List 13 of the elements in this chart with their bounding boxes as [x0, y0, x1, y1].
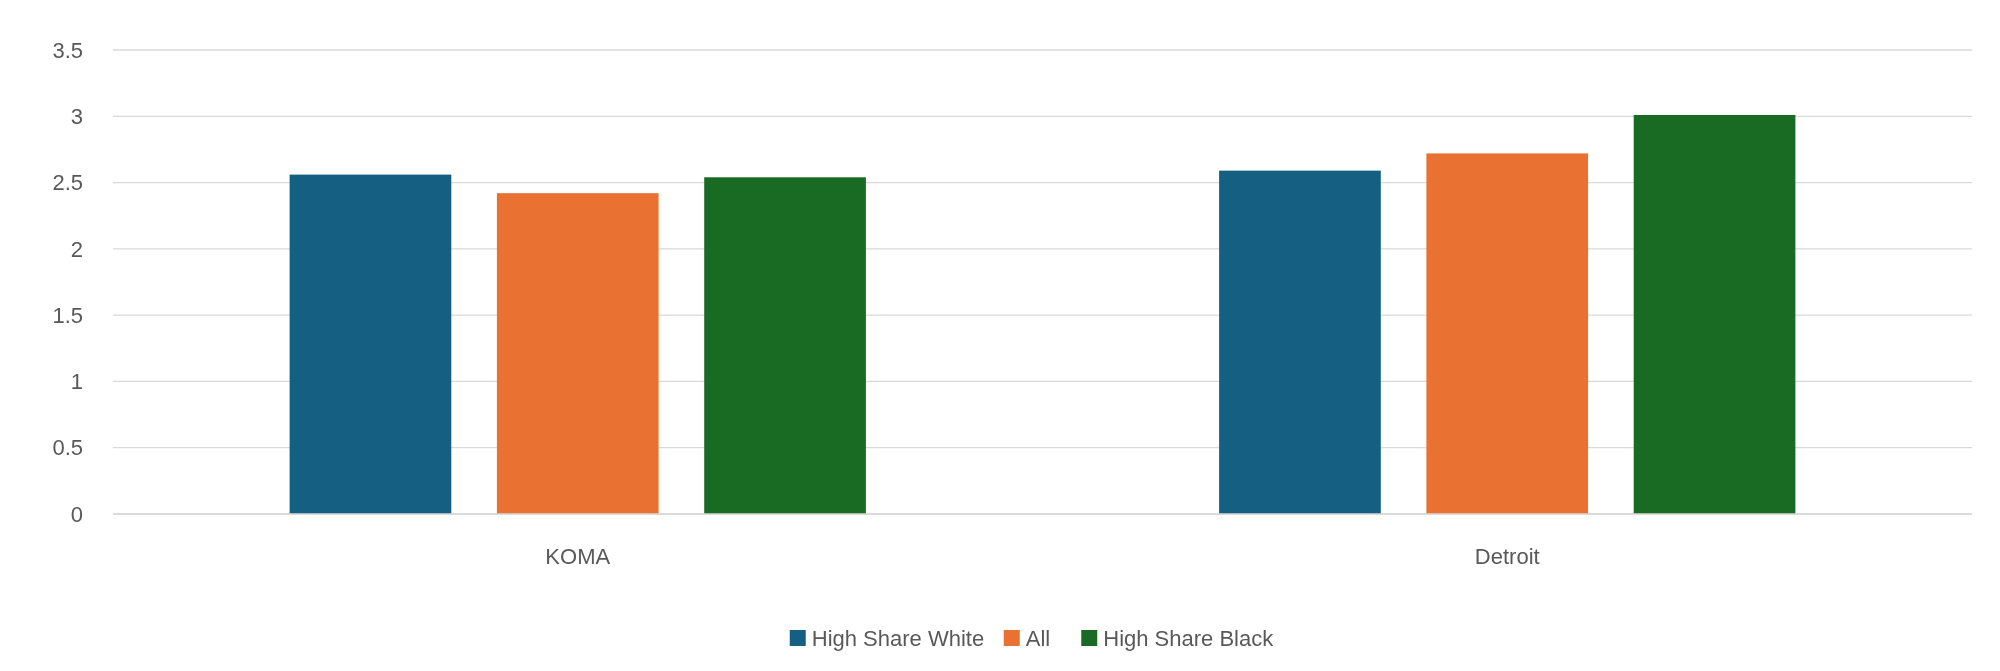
- y-tick-label: 1.5: [52, 302, 83, 328]
- x-tick-label: Detroit: [1474, 544, 1540, 569]
- y-tick-label: 0.5: [52, 435, 83, 461]
- legend-label: High Share White: [811, 625, 985, 651]
- y-tick-label: 3: [70, 103, 83, 129]
- y-tick-label: 1: [70, 369, 83, 395]
- legend-label: All: [1025, 625, 1051, 651]
- x-tick-label: KOMA: [545, 544, 611, 569]
- legend-label: High Share Black: [1103, 625, 1275, 651]
- y-tick-label: 3.5: [52, 37, 83, 63]
- y-tick-label: 2.5: [52, 170, 83, 196]
- y-tick-label: 0: [70, 501, 83, 527]
- y-tick-label: 2: [70, 236, 83, 262]
